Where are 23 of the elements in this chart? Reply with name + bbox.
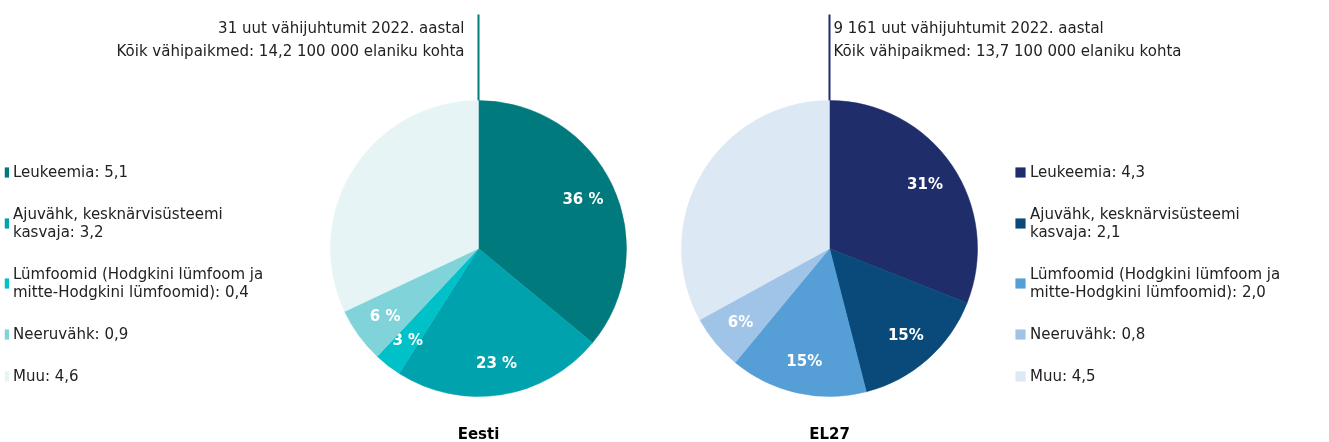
- legend-label: Neeruvähk: 0,9: [13, 325, 129, 343]
- legend-label: Neeruvähk: 0,8: [1030, 325, 1146, 343]
- text: Eesti: [457, 424, 500, 442]
- legend-label: Ajuvähk, kesknärvisüsteemi kasvaja: 3,2: [13, 205, 223, 241]
- data-label: 15%: [887, 326, 924, 345]
- legend-label: Ajuvähk, kesknärvisüsteemi kasvaja: 2,1: [1030, 205, 1240, 241]
- chart-title: 9 161 uut vähijuhtumit 2022. aastal: [833, 18, 1104, 37]
- chart-title: 31 uut vähijuhtumit 2022. aastal: [218, 18, 465, 37]
- data-label: 15%: [786, 352, 823, 371]
- legend-label: Leukeemia: 4,3: [1030, 163, 1146, 181]
- data-label: 6 %: [369, 307, 401, 326]
- legend-label: Leukeemia: 5,1: [13, 163, 129, 181]
- data-label: 6%: [727, 313, 754, 332]
- data-label: 36 %: [562, 190, 604, 209]
- legend-label: Muu: 4,6: [13, 367, 79, 385]
- data-label: 23 %: [476, 353, 518, 372]
- legend-label: Lümfoomid (Hodgkini lümfoom ja mitte-Hodgkini lümfoomid): 2,0: [1030, 265, 1281, 301]
- legend-label: Muu: 4,5: [1030, 367, 1096, 385]
- chart-subtitle: Kõik vähipaikmed: 13,7 100 000 elaniku kohta: [833, 41, 1182, 60]
- data-label: 31%: [907, 174, 943, 193]
- chart-subtitle: Kõik vähipaikmed: 14,2 100 000 elaniku kohta: [116, 41, 465, 60]
- text: EL27: [809, 424, 850, 442]
- legend-label: Lümfoomid (Hodgkini lümfoom ja mitte-Hodgkini lümfoomid): 0,4: [13, 265, 264, 301]
